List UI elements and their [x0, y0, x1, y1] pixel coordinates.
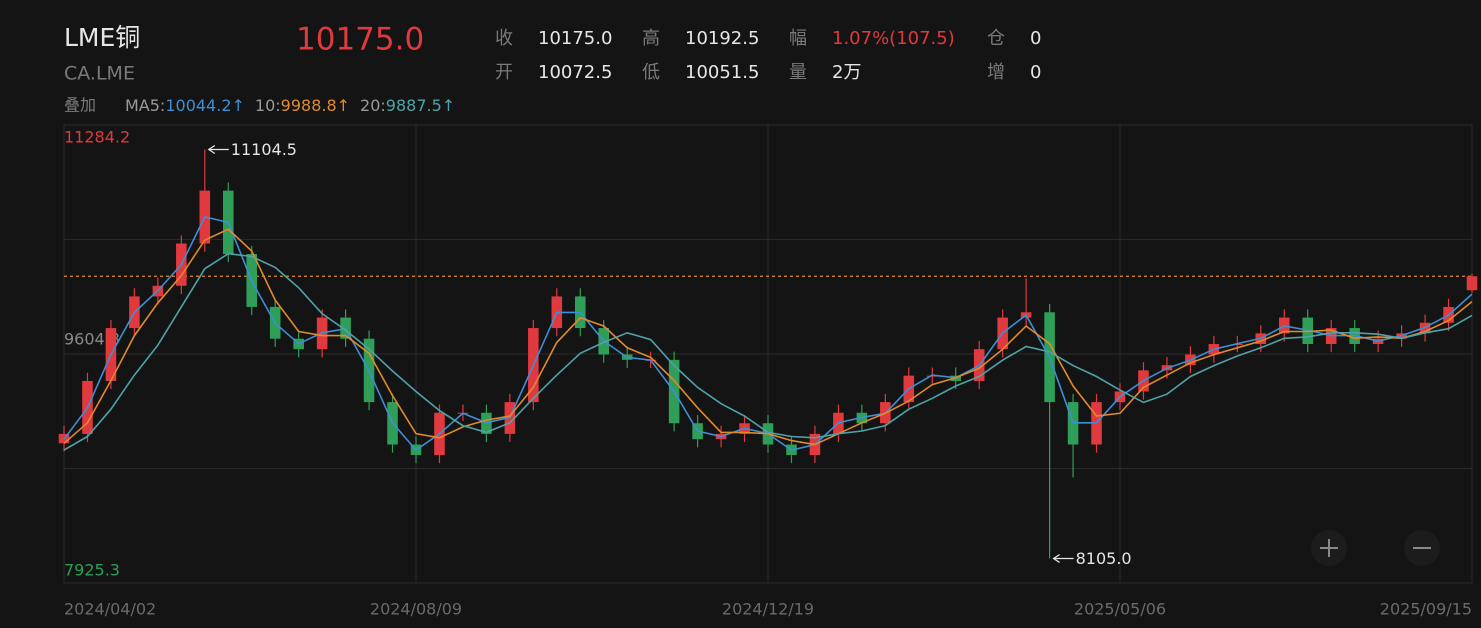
stat-value: 2万 [832, 62, 861, 83]
legend-name: MA5: [125, 96, 165, 115]
stat-label: 开 [495, 62, 513, 83]
min-label: 8105.0 [1076, 549, 1132, 568]
legend-arrow: ↑ [232, 96, 245, 115]
legend-arrow: ↑ [337, 96, 350, 115]
stat-label: 幅 [789, 28, 807, 49]
x-tick-label: 2024/08/09 [370, 600, 462, 619]
max-label-arrow-head [207, 144, 216, 155]
legend-entry: 20:9887.5↑ [360, 96, 455, 115]
legend-value: 9988.8 [281, 96, 337, 115]
stat-value: 0 [1030, 28, 1041, 49]
legend-value: 10044.2 [165, 96, 231, 115]
stat-label: 收 [495, 28, 513, 49]
candle-body [926, 375, 938, 377]
candle-body [1466, 276, 1478, 291]
stat-value: 10051.5 [685, 62, 759, 83]
ma-line [63, 252, 1473, 451]
instrument-code: CA.LME [64, 63, 135, 85]
y-tick-label: 11284.2 [64, 128, 130, 147]
stat-label: 低 [642, 62, 660, 83]
candle [1466, 273, 1478, 294]
legend-entry: MA5:10044.2↑ [125, 96, 245, 115]
zoom-in-button[interactable] [1311, 530, 1347, 566]
max-label: 11104.5 [231, 140, 297, 159]
y-tick-label: 7925.3 [64, 561, 120, 580]
stat-value: 10175.0 [538, 28, 612, 49]
stat-label: 高 [642, 28, 660, 49]
legend-entry: 10:9988.8↑ [255, 96, 350, 115]
x-tick-label: 2025/05/06 [1074, 600, 1166, 619]
x-tick-label: 2024/12/19 [722, 600, 814, 619]
legend-arrow: ↑ [442, 96, 455, 115]
stat-label: 仓 [987, 28, 1005, 49]
zoom-out-button[interactable] [1404, 530, 1440, 566]
overlay-button[interactable]: 叠加 [64, 96, 96, 115]
ma-line [63, 228, 1473, 446]
legend-name: 10: [255, 96, 281, 115]
last-price: 10175.0 [296, 22, 424, 58]
stat-value: 10192.5 [685, 28, 759, 49]
stat-value: 1.07%(107.5) [832, 28, 955, 49]
legend-name: 20: [360, 96, 386, 115]
stat-value: 0 [1030, 62, 1041, 83]
instrument-name: LME铜 [64, 23, 140, 52]
x-tick-label: 2025/09/15 [1380, 600, 1472, 619]
stat-label: 量 [789, 62, 807, 83]
min-label-arrow-head [1052, 553, 1060, 564]
legend-value: 9887.5 [386, 96, 442, 115]
stat-label: 增 [987, 62, 1005, 83]
stat-value: 10072.5 [538, 62, 612, 83]
x-tick-label: 2024/04/02 [64, 600, 156, 619]
